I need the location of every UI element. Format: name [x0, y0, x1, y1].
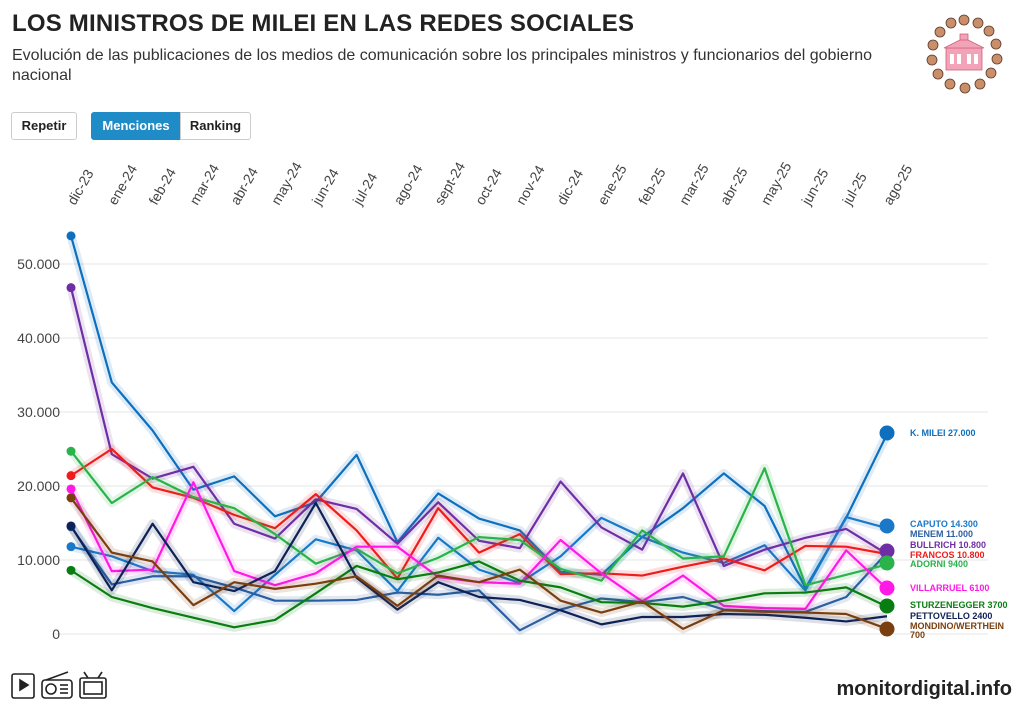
series-line [70, 560, 888, 629]
series-start-point [66, 542, 76, 552]
y-tick-label: 50.000 [17, 256, 60, 272]
series-start-point [66, 471, 76, 481]
series-end-label: K. MILEI 27.000 [910, 428, 976, 438]
x-tick-label: abr-24 [227, 164, 261, 207]
series-line [70, 447, 888, 580]
series-end-marker [879, 543, 895, 559]
x-tick-label: dic-23 [64, 166, 97, 207]
x-tick-label: may-24 [268, 159, 305, 208]
series-start-point [66, 231, 76, 241]
series-end-label: FRANCOS 10.800 [910, 550, 985, 560]
x-tick-label: ene-24 [105, 162, 141, 208]
series-start-point [66, 565, 76, 575]
series-end-marker [879, 598, 895, 614]
x-tick-label: abr-25 [717, 164, 751, 207]
series-start-point [66, 283, 76, 293]
y-tick-label: 30.000 [17, 404, 60, 420]
page-title: LOS MINISTROS DE MILEI EN LAS REDES SOCI… [12, 10, 635, 37]
x-tick-label: ene-25 [594, 162, 630, 208]
series-line [70, 515, 888, 613]
series-end-label: MONDINO/WERTHEIN [910, 621, 1004, 631]
series-line [69, 287, 888, 568]
y-tick-label: 20.000 [17, 478, 60, 494]
x-tick-label: feb-25 [635, 165, 669, 208]
x-tick-label: ago-24 [390, 162, 426, 208]
series-start-point [66, 484, 76, 494]
series-line [70, 501, 888, 626]
mentions-tab[interactable]: Menciones [91, 112, 181, 140]
brand-name: monitordigital.info [836, 678, 1012, 700]
series-line [70, 497, 888, 630]
series-end-label: MENEM 11.000 [910, 529, 973, 539]
x-tick-label: nov-24 [513, 162, 548, 207]
series-end-label: CAPUTO 14.300 [910, 519, 978, 529]
series-end-marker [879, 580, 895, 596]
series-end-label: STURZENEGGER 3700 [910, 600, 1008, 610]
x-tick-label: mar-24 [186, 161, 222, 208]
series-end-label: VILLARRUEL 6100 [910, 583, 989, 593]
ranking-tab[interactable]: Ranking [180, 112, 251, 140]
x-tick-label: jul-24 [349, 170, 381, 209]
series-end-label: PETTOVELLO 2400 [910, 611, 992, 621]
y-tick-label: 0 [52, 626, 60, 642]
y-tick-label: 40.000 [17, 330, 60, 346]
series-line [70, 450, 888, 587]
x-tick-label: sept-24 [431, 159, 468, 208]
series-end-label: ADORNI 9400 [910, 559, 968, 569]
logo-ministers-icon [926, 14, 1003, 94]
x-tick-label: may-25 [757, 159, 794, 208]
series-end-label: BULLRICH 10.800 [910, 540, 986, 550]
x-tick-label: mar-25 [676, 161, 712, 208]
x-tick-label: jul-25 [838, 170, 870, 209]
x-tick-label: ago-25 [880, 162, 916, 208]
x-tick-label: jun-24 [308, 166, 342, 209]
radio-icon [41, 671, 73, 699]
x-tick-label: jun-25 [798, 166, 832, 209]
tv-icon [79, 671, 107, 699]
series-start-point [66, 446, 76, 456]
series-end-marker [879, 425, 895, 441]
tablet-icon [11, 673, 35, 699]
y-tick-label: 10.000 [17, 552, 60, 568]
repeat-button[interactable]: Repetir [11, 112, 77, 140]
series-end-label: 700 [910, 630, 925, 640]
series-end-marker [879, 555, 895, 571]
x-tick-label: feb-24 [145, 165, 179, 208]
page-subtitle: Evolución de las publicaciones de los me… [12, 47, 873, 84]
media-icons [10, 670, 110, 707]
series-end-marker [879, 621, 895, 637]
series-start-point [66, 521, 76, 531]
series-halo [66, 286, 890, 571]
series-end-marker [879, 518, 895, 534]
series-start-point [66, 493, 76, 503]
x-tick-label: dic-24 [553, 166, 586, 207]
x-tick-label: oct-24 [472, 166, 505, 208]
